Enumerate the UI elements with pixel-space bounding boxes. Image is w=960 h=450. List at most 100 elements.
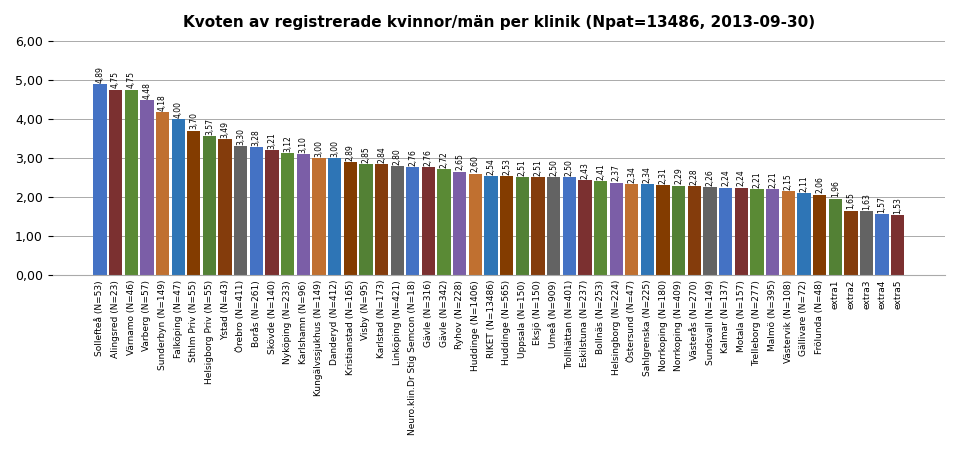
- Bar: [374, 164, 388, 275]
- Bar: [516, 177, 529, 275]
- Text: 2,85: 2,85: [361, 146, 371, 162]
- Bar: [704, 187, 717, 275]
- Text: 1,63: 1,63: [862, 194, 871, 210]
- Bar: [359, 164, 372, 275]
- Bar: [860, 212, 874, 275]
- Text: 1,53: 1,53: [894, 197, 902, 214]
- Text: 2,28: 2,28: [690, 168, 699, 185]
- Bar: [281, 153, 295, 275]
- Bar: [891, 215, 904, 275]
- Text: 2,53: 2,53: [502, 158, 511, 175]
- Bar: [172, 119, 184, 275]
- Bar: [672, 186, 685, 275]
- Bar: [828, 198, 842, 275]
- Bar: [687, 186, 701, 275]
- Text: 2,65: 2,65: [455, 153, 465, 171]
- Text: 3,49: 3,49: [221, 121, 229, 138]
- Bar: [125, 90, 138, 275]
- Bar: [641, 184, 654, 275]
- Bar: [500, 176, 514, 275]
- Bar: [594, 181, 607, 275]
- Text: 1,57: 1,57: [877, 196, 887, 212]
- Text: 2,34: 2,34: [643, 166, 652, 183]
- Text: 3,00: 3,00: [330, 140, 339, 157]
- Bar: [563, 177, 576, 275]
- Bar: [719, 188, 732, 275]
- Bar: [421, 167, 435, 275]
- Bar: [876, 214, 889, 275]
- Text: 2,60: 2,60: [471, 156, 480, 172]
- Text: 4,75: 4,75: [127, 72, 135, 89]
- Bar: [438, 169, 451, 275]
- Text: 3,28: 3,28: [252, 129, 261, 146]
- Text: 1,65: 1,65: [847, 193, 855, 209]
- Text: 4,89: 4,89: [95, 66, 105, 83]
- Bar: [203, 136, 216, 275]
- Bar: [297, 154, 310, 275]
- Text: 2,76: 2,76: [408, 149, 418, 166]
- Bar: [187, 130, 201, 275]
- Bar: [797, 193, 810, 275]
- Bar: [328, 158, 341, 275]
- Text: 2,21: 2,21: [753, 171, 761, 188]
- Bar: [485, 176, 497, 275]
- Bar: [250, 147, 263, 275]
- Text: 4,00: 4,00: [174, 101, 182, 118]
- Bar: [265, 150, 278, 275]
- Bar: [108, 90, 122, 275]
- Text: 2,29: 2,29: [674, 168, 684, 184]
- Text: 2,51: 2,51: [517, 159, 527, 176]
- Text: 2,50: 2,50: [564, 159, 574, 176]
- Bar: [391, 166, 404, 275]
- Bar: [844, 211, 857, 275]
- Bar: [93, 84, 107, 275]
- Bar: [312, 158, 325, 275]
- Bar: [781, 191, 795, 275]
- Text: 2,37: 2,37: [612, 165, 621, 181]
- Text: 2,50: 2,50: [549, 159, 558, 176]
- Text: 2,54: 2,54: [487, 158, 495, 175]
- Text: 2,76: 2,76: [424, 149, 433, 166]
- Text: 2,24: 2,24: [721, 170, 731, 186]
- Bar: [468, 174, 482, 275]
- Text: 2,11: 2,11: [800, 175, 808, 192]
- Bar: [578, 180, 591, 275]
- Text: 2,89: 2,89: [346, 144, 355, 161]
- Bar: [547, 177, 561, 275]
- Text: 3,30: 3,30: [236, 128, 245, 145]
- Text: 2,15: 2,15: [783, 173, 793, 190]
- Text: 3,10: 3,10: [299, 136, 308, 153]
- Text: 4,18: 4,18: [158, 94, 167, 111]
- Bar: [156, 112, 169, 275]
- Text: 3,21: 3,21: [268, 132, 276, 148]
- Bar: [344, 162, 357, 275]
- Text: 2,21: 2,21: [768, 171, 778, 188]
- Bar: [813, 195, 827, 275]
- Text: 4,75: 4,75: [111, 72, 120, 89]
- Bar: [219, 139, 231, 275]
- Text: 3,70: 3,70: [189, 112, 199, 130]
- Text: 1,96: 1,96: [830, 180, 840, 198]
- Text: 3,57: 3,57: [204, 117, 214, 135]
- Text: 2,80: 2,80: [393, 148, 401, 165]
- Text: 4,48: 4,48: [142, 82, 152, 99]
- Bar: [234, 146, 248, 275]
- Bar: [657, 185, 670, 275]
- Text: 2,24: 2,24: [737, 170, 746, 186]
- Bar: [766, 189, 780, 275]
- Text: 2,26: 2,26: [706, 169, 714, 186]
- Bar: [531, 177, 544, 275]
- Bar: [406, 167, 420, 275]
- Title: Kvoten av registrerade kvinnor/män per klinik (Npat=13486, 2013-09-30): Kvoten av registrerade kvinnor/män per k…: [182, 15, 815, 30]
- Text: 2,72: 2,72: [440, 151, 448, 168]
- Bar: [140, 100, 154, 275]
- Text: 2,34: 2,34: [627, 166, 636, 183]
- Text: 2,51: 2,51: [534, 159, 542, 176]
- Text: 2,43: 2,43: [581, 162, 589, 179]
- Text: 2,84: 2,84: [377, 146, 386, 163]
- Text: 3,00: 3,00: [315, 140, 324, 157]
- Text: 2,06: 2,06: [815, 176, 824, 194]
- Bar: [610, 183, 623, 275]
- Bar: [625, 184, 638, 275]
- Text: 2,41: 2,41: [596, 163, 605, 180]
